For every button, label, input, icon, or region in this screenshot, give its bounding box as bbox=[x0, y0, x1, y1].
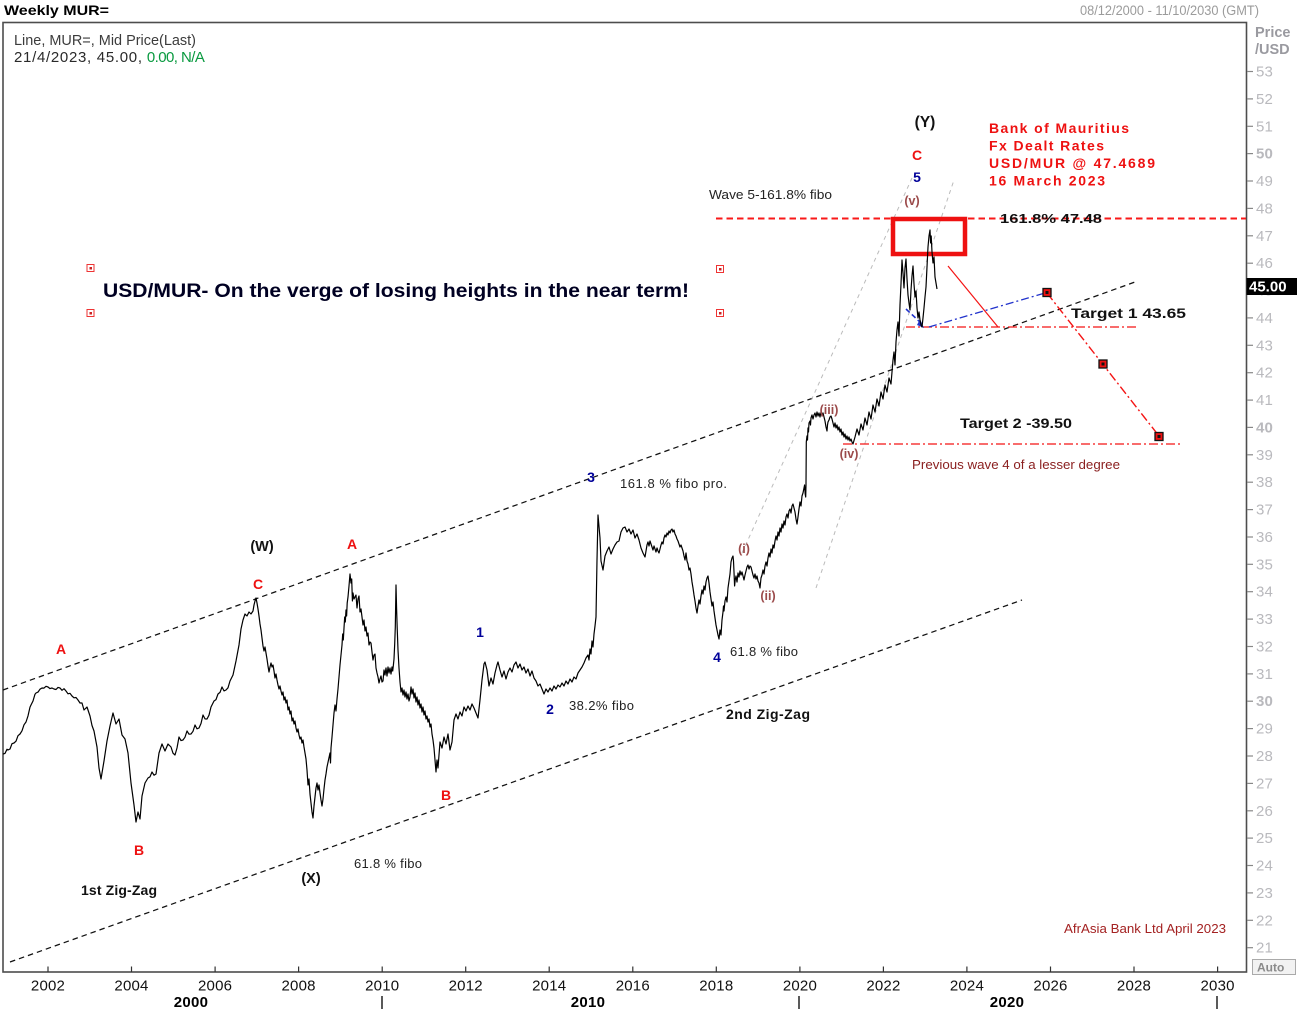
svg-text:A: A bbox=[56, 641, 66, 657]
svg-text:2026: 2026 bbox=[1033, 978, 1067, 995]
svg-text:Bank of Mauritius: Bank of Mauritius bbox=[989, 120, 1129, 136]
svg-text:1st Zig-Zag: 1st Zig-Zag bbox=[81, 882, 157, 898]
svg-text:Auto: Auto bbox=[1257, 961, 1284, 975]
svg-text:61.8 % fibo: 61.8 % fibo bbox=[354, 856, 422, 871]
svg-text:5: 5 bbox=[913, 169, 921, 185]
svg-text:3: 3 bbox=[587, 469, 595, 485]
svg-text:2004: 2004 bbox=[114, 978, 148, 995]
svg-text:2016: 2016 bbox=[616, 978, 650, 995]
svg-text:36: 36 bbox=[1256, 529, 1273, 546]
svg-text:Fx Dealt Rates: Fx Dealt Rates bbox=[989, 138, 1104, 154]
svg-text:Line, MUR=, Mid Price(Last): Line, MUR=, Mid Price(Last) bbox=[14, 32, 196, 49]
svg-text:27: 27 bbox=[1256, 775, 1273, 792]
svg-text:1: 1 bbox=[476, 624, 484, 640]
svg-text:2014: 2014 bbox=[532, 978, 566, 995]
svg-text:Target 1 43.65: Target 1 43.65 bbox=[1071, 305, 1186, 321]
svg-text:2020: 2020 bbox=[990, 994, 1025, 1011]
svg-text:2002: 2002 bbox=[31, 978, 65, 995]
svg-text:38.2% fibo: 38.2% fibo bbox=[569, 698, 634, 713]
svg-text:21: 21 bbox=[1256, 940, 1273, 957]
svg-text:(v): (v) bbox=[904, 194, 919, 208]
svg-text:51: 51 bbox=[1256, 118, 1273, 135]
svg-text:32: 32 bbox=[1256, 639, 1273, 656]
svg-text:2024: 2024 bbox=[950, 978, 984, 995]
svg-text:16 March 2023: 16 March 2023 bbox=[989, 173, 1105, 189]
svg-text:USD/MUR- On the verge of losin: USD/MUR- On the verge of losing heights … bbox=[103, 281, 689, 302]
svg-text:(X): (X) bbox=[301, 871, 321, 887]
svg-text:39: 39 bbox=[1256, 447, 1273, 464]
svg-text:Wave 5-161.8% fibo: Wave 5-161.8% fibo bbox=[709, 187, 832, 202]
svg-text:37: 37 bbox=[1256, 502, 1273, 519]
svg-text:29: 29 bbox=[1256, 721, 1273, 738]
svg-text:31: 31 bbox=[1256, 666, 1273, 683]
svg-text:(W): (W) bbox=[250, 539, 274, 555]
svg-text:47: 47 bbox=[1256, 228, 1273, 245]
svg-text:52: 52 bbox=[1256, 91, 1273, 108]
svg-text:21/4/2023, 45.00, 0.00, N/A: 21/4/2023, 45.00, 0.00, N/A bbox=[14, 49, 205, 66]
svg-text:61.8 % fibo: 61.8 % fibo bbox=[730, 644, 798, 659]
svg-text:24: 24 bbox=[1256, 858, 1273, 875]
svg-text:B: B bbox=[441, 787, 451, 803]
svg-text:161.8% 47.48: 161.8% 47.48 bbox=[1000, 211, 1102, 226]
svg-text:53: 53 bbox=[1256, 64, 1273, 81]
svg-text:38: 38 bbox=[1256, 474, 1273, 491]
svg-text:48: 48 bbox=[1256, 200, 1273, 217]
svg-text:(iii): (iii) bbox=[820, 403, 839, 417]
svg-text:50: 50 bbox=[1256, 146, 1273, 163]
svg-text:2028: 2028 bbox=[1117, 978, 1151, 995]
svg-text:23: 23 bbox=[1256, 885, 1273, 902]
svg-text:25: 25 bbox=[1256, 830, 1273, 847]
svg-text:Weekly MUR=: Weekly MUR= bbox=[4, 2, 109, 18]
svg-text:08/12/2000 - 11/10/2030 (GMT): 08/12/2000 - 11/10/2030 (GMT) bbox=[1080, 3, 1259, 18]
svg-text:2008: 2008 bbox=[282, 978, 316, 995]
svg-text:34: 34 bbox=[1256, 584, 1273, 601]
svg-text:USD/MUR @ 47.4689: USD/MUR @ 47.4689 bbox=[989, 155, 1155, 171]
svg-text:2000: 2000 bbox=[174, 994, 209, 1011]
svg-text:2012: 2012 bbox=[449, 978, 483, 995]
svg-text:4: 4 bbox=[713, 649, 721, 665]
svg-text:41: 41 bbox=[1256, 392, 1273, 409]
svg-text:C: C bbox=[912, 147, 922, 163]
svg-text:(ii): (ii) bbox=[760, 589, 775, 603]
svg-text:AfrAsia Bank Ltd April 2023: AfrAsia Bank Ltd April 2023 bbox=[1064, 921, 1226, 936]
svg-text:(i): (i) bbox=[738, 542, 750, 556]
svg-text:2006: 2006 bbox=[198, 978, 232, 995]
svg-text:40: 40 bbox=[1256, 419, 1273, 436]
svg-text:161.8 % fibo pro.: 161.8 % fibo pro. bbox=[620, 476, 727, 491]
svg-text:B: B bbox=[134, 842, 144, 858]
svg-text:2010: 2010 bbox=[571, 994, 606, 1011]
svg-text:A: A bbox=[347, 536, 357, 552]
svg-text:43: 43 bbox=[1256, 337, 1273, 354]
svg-text:/USD: /USD bbox=[1255, 42, 1290, 58]
svg-text:2020: 2020 bbox=[783, 978, 817, 995]
svg-text:45.00: 45.00 bbox=[1249, 279, 1287, 296]
svg-text:2: 2 bbox=[546, 701, 554, 717]
svg-text:2022: 2022 bbox=[866, 978, 900, 995]
svg-text:44: 44 bbox=[1256, 310, 1273, 327]
svg-text:22: 22 bbox=[1256, 912, 1273, 929]
svg-text:26: 26 bbox=[1256, 803, 1273, 820]
svg-text:2018: 2018 bbox=[699, 978, 733, 995]
svg-text:49: 49 bbox=[1256, 173, 1273, 190]
svg-text:35: 35 bbox=[1256, 556, 1273, 573]
svg-text:Target 2 -39.50: Target 2 -39.50 bbox=[960, 415, 1072, 431]
svg-text:(Y): (Y) bbox=[915, 114, 936, 131]
svg-text:C: C bbox=[253, 576, 263, 592]
svg-text:2nd Zig-Zag: 2nd Zig-Zag bbox=[726, 706, 810, 722]
svg-text:(iv): (iv) bbox=[840, 447, 859, 461]
svg-text:30: 30 bbox=[1256, 693, 1273, 710]
svg-text:2030: 2030 bbox=[1201, 978, 1235, 995]
svg-text:46: 46 bbox=[1256, 255, 1273, 272]
svg-text:28: 28 bbox=[1256, 748, 1273, 765]
svg-text:Price: Price bbox=[1255, 25, 1290, 41]
svg-text:33: 33 bbox=[1256, 611, 1273, 628]
svg-text:Previous wave 4 of a lesser de: Previous wave 4 of a lesser degree bbox=[912, 457, 1120, 472]
svg-text:42: 42 bbox=[1256, 365, 1273, 382]
svg-text:2010: 2010 bbox=[365, 978, 399, 995]
